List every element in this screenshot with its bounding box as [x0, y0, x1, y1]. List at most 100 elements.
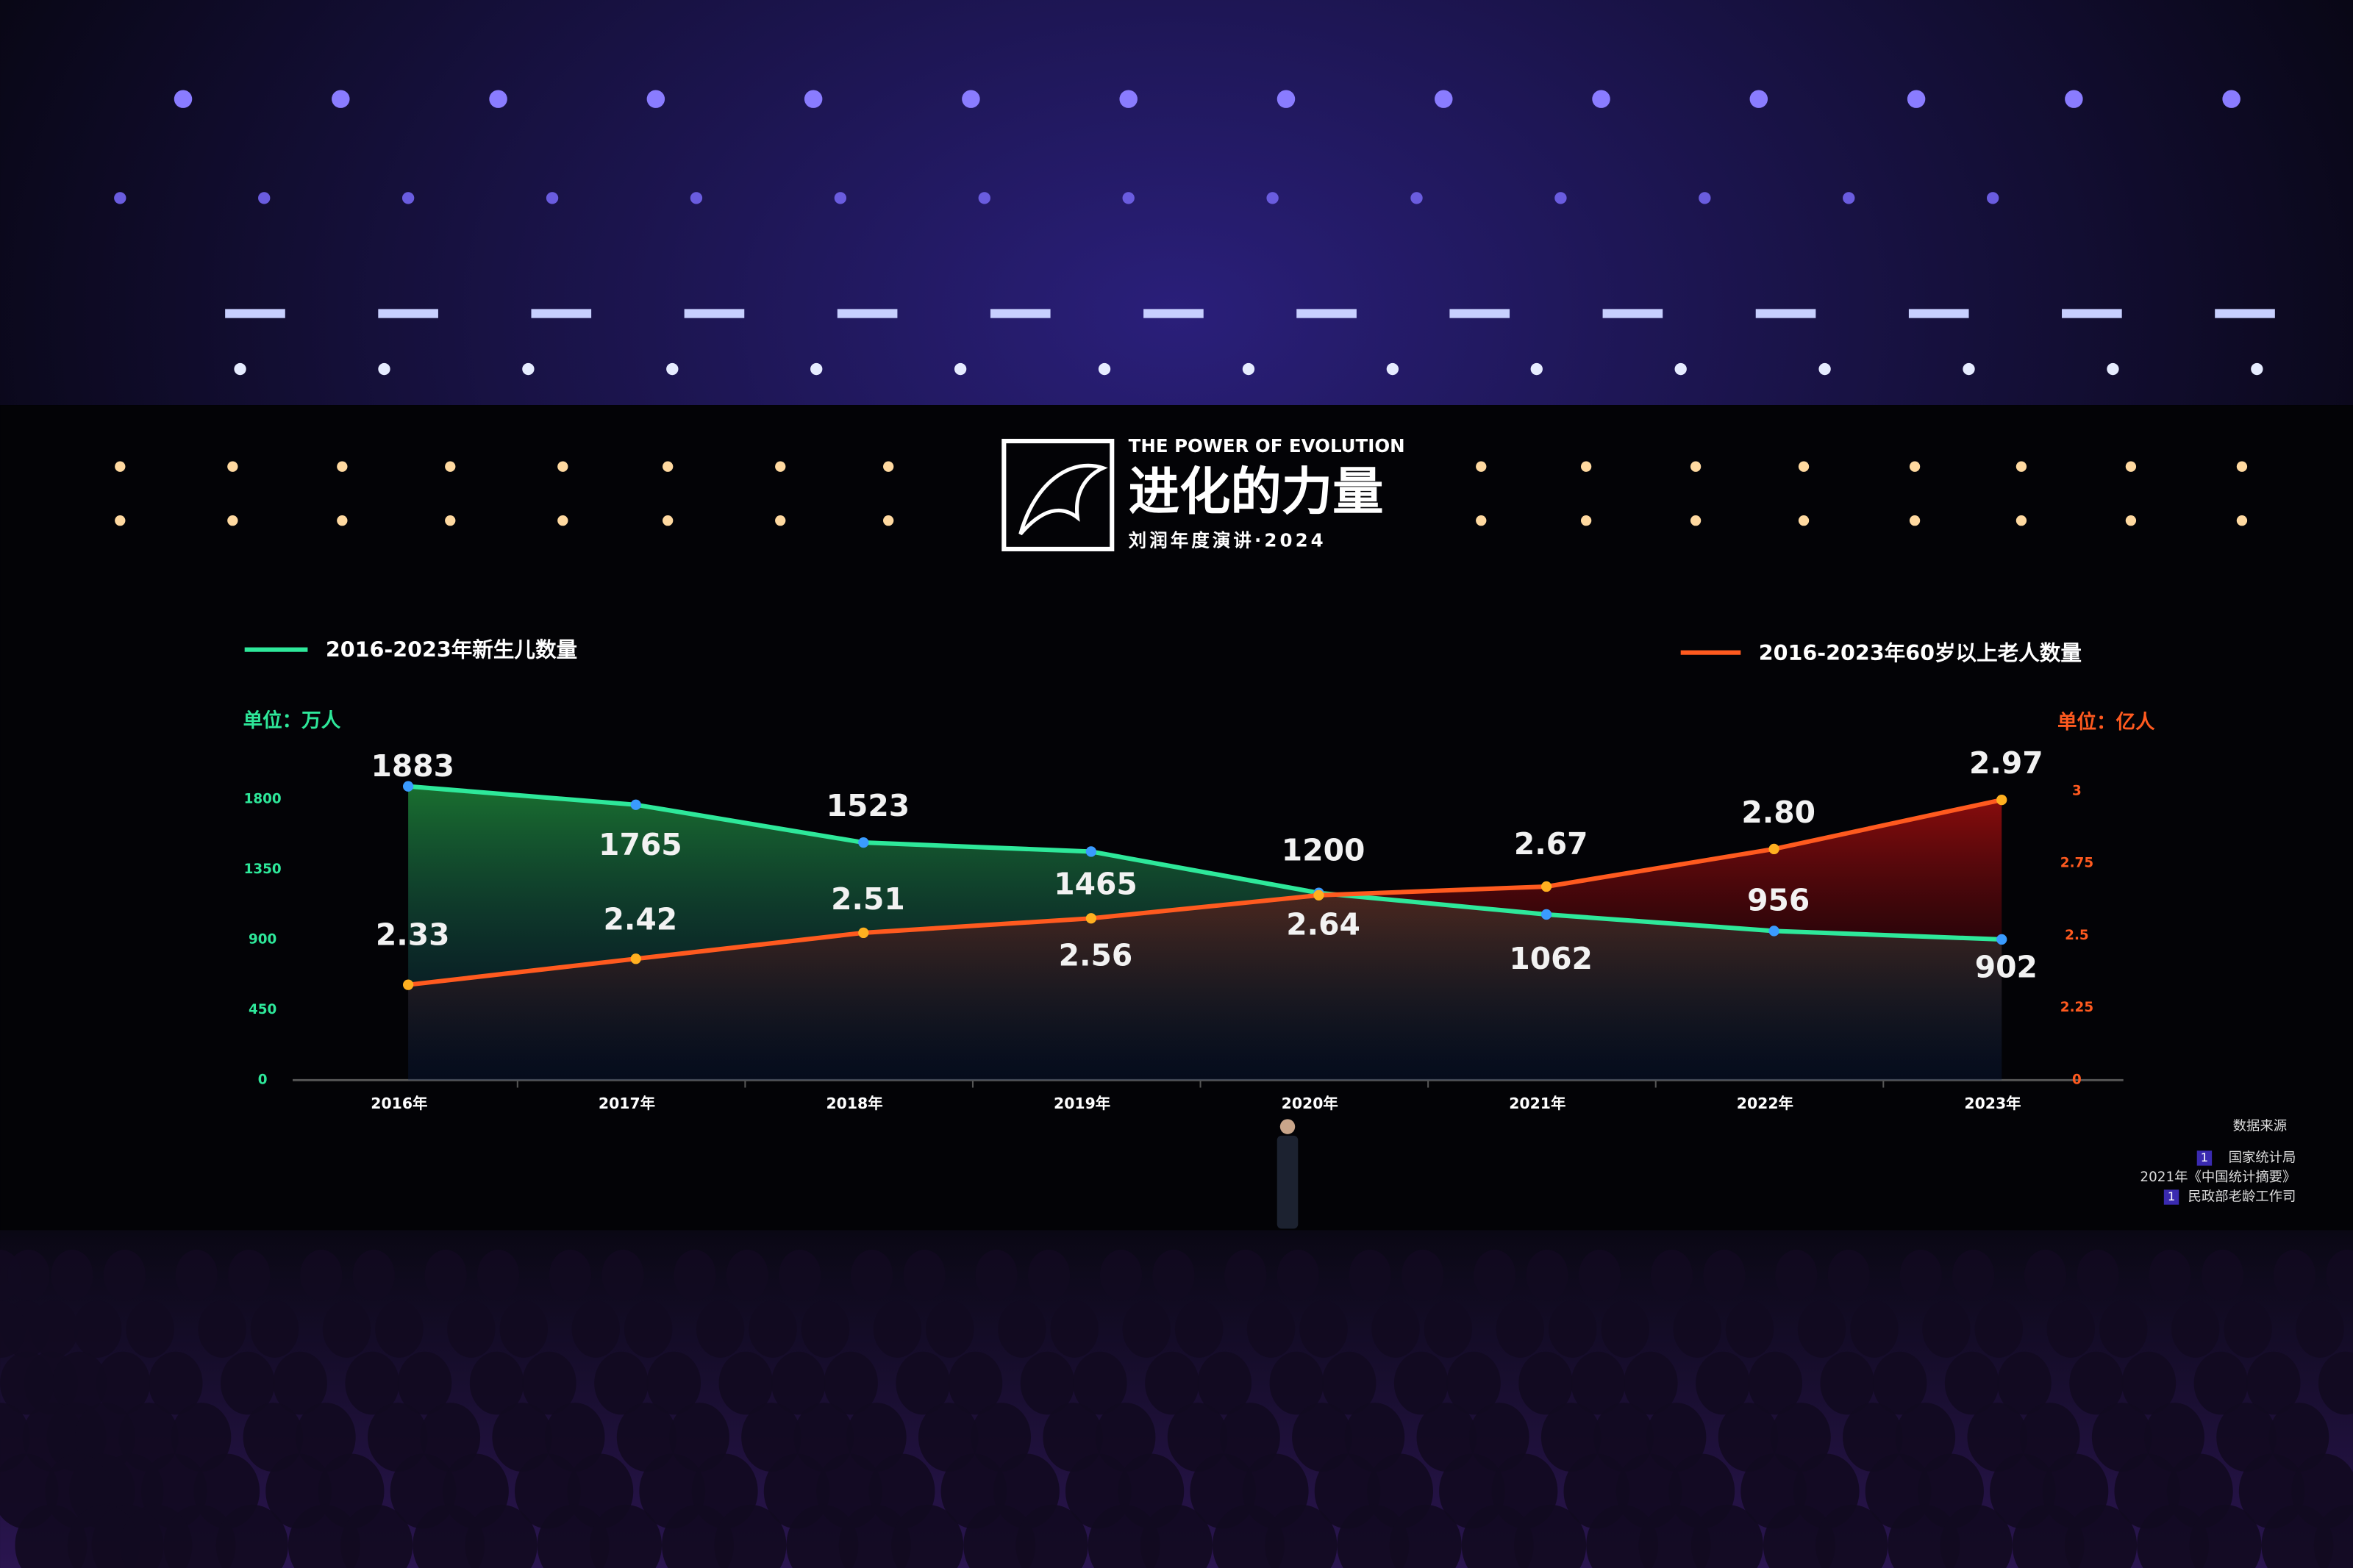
light [1843, 192, 1855, 204]
x-tick-label: 2022年 [1737, 1095, 1793, 1112]
head [2144, 1403, 2204, 1472]
head [1468, 1403, 1529, 1472]
x-tick-label: 2016年 [371, 1095, 427, 1112]
y-tick-label: 1800 [244, 791, 282, 806]
light-bar [1908, 309, 1969, 318]
light [1963, 362, 1975, 376]
head [340, 1504, 413, 1568]
light [258, 192, 271, 204]
head [96, 1351, 151, 1415]
head [322, 1300, 371, 1358]
head [779, 1249, 821, 1301]
light [546, 192, 559, 204]
head [1073, 1351, 1127, 1415]
light [1798, 461, 1810, 472]
y2-tick-label: 2.75 [2060, 856, 2093, 871]
head [215, 1504, 288, 1568]
light [114, 192, 126, 204]
presenter [1277, 1119, 1299, 1229]
series-line [407, 784, 2002, 942]
head [1446, 1351, 1501, 1415]
light-bar [2062, 309, 2122, 318]
light-bar [378, 309, 438, 318]
head [0, 1300, 26, 1358]
head [0, 1351, 54, 1415]
light [1554, 192, 1567, 204]
head [7, 1249, 50, 1301]
x-tick-label: 2023年 [1964, 1095, 2021, 1112]
crowd [0, 1249, 2353, 1568]
head [1145, 1351, 1199, 1415]
head [1015, 1504, 1088, 1568]
head [1673, 1300, 1721, 1358]
presenter-head [1279, 1119, 1296, 1134]
light [663, 515, 674, 526]
source-badge [2163, 1189, 2179, 1205]
head [1646, 1403, 1707, 1472]
head [1371, 1300, 1420, 1358]
head [948, 1351, 1003, 1415]
head [1140, 1504, 1213, 1568]
head [1601, 1300, 1649, 1358]
light [234, 362, 246, 376]
data-point [1085, 846, 1097, 857]
head [771, 1351, 826, 1415]
data-point [1996, 934, 2007, 945]
head [1474, 1249, 1516, 1301]
head [793, 1403, 854, 1472]
head [1593, 1403, 1654, 1472]
head [1703, 1249, 1746, 1301]
light [2065, 90, 2083, 108]
logo-title: 进化的力量 [1129, 462, 1384, 521]
head [1416, 1403, 1477, 1472]
y2-unit: 单位：亿人 [2057, 711, 2155, 734]
light [1907, 90, 1926, 108]
head [465, 1504, 538, 1568]
head [998, 1300, 1046, 1358]
data-label: 2.64 [1286, 907, 1360, 942]
head [1922, 1300, 1971, 1358]
logo-subtitle: 刘润年度演讲·2024 [1129, 530, 1327, 551]
head [846, 1403, 907, 1472]
y2-tick-label: 0 [2072, 1072, 2082, 1087]
chart: 2016年 2017年 2018年 2019年 2020年 2021年 2022年 2023年… [243, 637, 2155, 1112]
data-label: 1200 [1282, 833, 1365, 868]
head [1843, 1403, 1903, 1472]
head [1099, 1249, 1143, 1301]
head [126, 1300, 174, 1358]
light [401, 192, 415, 204]
light [445, 515, 456, 526]
light-bar [837, 309, 898, 318]
head [2171, 1300, 2220, 1358]
head [616, 1403, 677, 1472]
head [1402, 1249, 1444, 1301]
head [726, 1249, 768, 1301]
head [52, 1351, 107, 1415]
y-tick-label: 0 [258, 1072, 268, 1087]
light [557, 515, 568, 526]
head [22, 1403, 83, 1472]
light [1242, 362, 1255, 376]
head [250, 1300, 299, 1358]
head [549, 1249, 592, 1301]
light [337, 461, 348, 472]
y-tick-label: 450 [249, 1002, 276, 1017]
light [557, 461, 568, 472]
data-label: 2.97 [1969, 745, 2043, 781]
light [883, 461, 894, 472]
head [447, 1300, 496, 1358]
light [1266, 192, 1279, 204]
light [227, 515, 238, 526]
head [1050, 1300, 1099, 1358]
head [1797, 1300, 1846, 1358]
head [397, 1351, 452, 1415]
data-point [1540, 909, 1552, 920]
light [2125, 515, 2137, 526]
light [2125, 461, 2137, 472]
head [2099, 1300, 2148, 1358]
data-point [1085, 913, 1097, 924]
head [300, 1249, 343, 1301]
light-bar [1602, 309, 1663, 318]
head [896, 1351, 950, 1415]
